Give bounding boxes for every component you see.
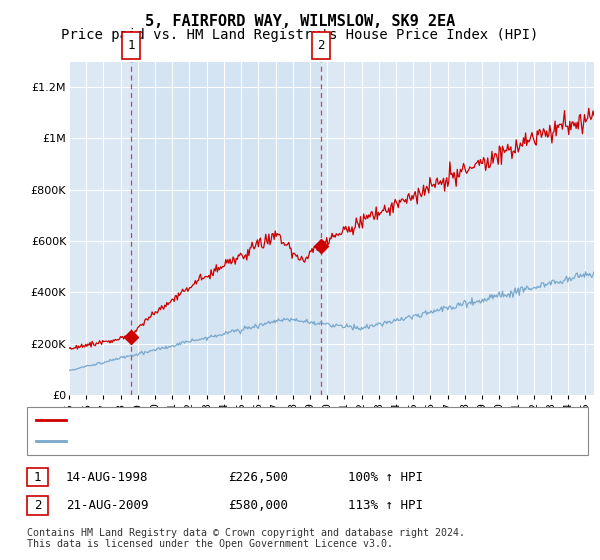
Text: 1: 1: [34, 470, 41, 484]
Text: £226,500: £226,500: [228, 470, 288, 484]
Text: 21-AUG-2009: 21-AUG-2009: [66, 499, 149, 512]
Text: Price paid vs. HM Land Registry's House Price Index (HPI): Price paid vs. HM Land Registry's House …: [61, 28, 539, 42]
Text: 2: 2: [34, 499, 41, 512]
Text: 100% ↑ HPI: 100% ↑ HPI: [348, 470, 423, 484]
Text: Contains HM Land Registry data © Crown copyright and database right 2024.
This d: Contains HM Land Registry data © Crown c…: [27, 528, 465, 549]
Text: £580,000: £580,000: [228, 499, 288, 512]
Text: 5, FAIRFORD WAY, WILMSLOW, SK9 2EA (detached house): 5, FAIRFORD WAY, WILMSLOW, SK9 2EA (deta…: [72, 414, 455, 427]
Text: 113% ↑ HPI: 113% ↑ HPI: [348, 499, 423, 512]
Text: 14-AUG-1998: 14-AUG-1998: [66, 470, 149, 484]
Text: HPI: Average price, detached house, Cheshire East: HPI: Average price, detached house, Ches…: [72, 435, 439, 448]
Bar: [131, 62, 320, 395]
Text: 2: 2: [317, 39, 325, 52]
Text: 5, FAIRFORD WAY, WILMSLOW, SK9 2EA: 5, FAIRFORD WAY, WILMSLOW, SK9 2EA: [145, 14, 455, 29]
Text: 1: 1: [128, 39, 135, 52]
